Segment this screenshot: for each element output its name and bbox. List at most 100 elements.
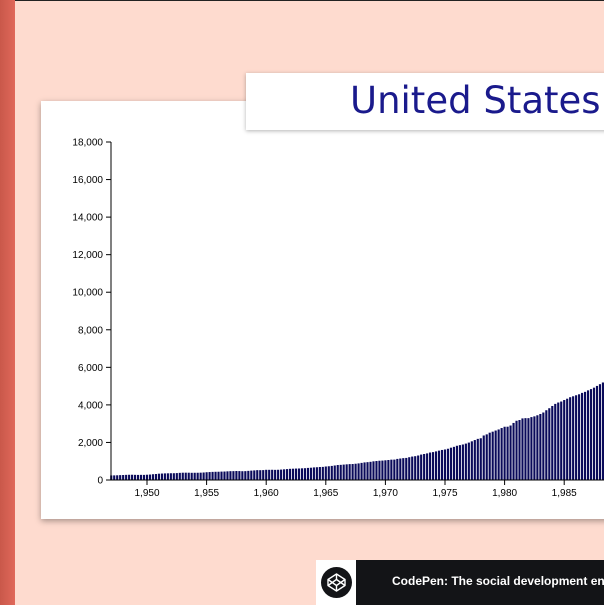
bar[interactable]	[461, 444, 464, 480]
bar[interactable]	[342, 464, 345, 480]
bar[interactable]	[357, 463, 360, 480]
bar[interactable]	[297, 468, 301, 480]
bar[interactable]	[566, 398, 569, 480]
bar[interactable]	[372, 461, 375, 480]
bar[interactable]	[250, 470, 253, 480]
bar[interactable]	[497, 429, 500, 480]
bar[interactable]	[440, 449, 444, 480]
bar[interactable]	[542, 412, 545, 480]
bar[interactable]	[244, 471, 247, 480]
bar[interactable]	[247, 470, 250, 480]
bar[interactable]	[187, 472, 190, 480]
bar[interactable]	[470, 441, 473, 480]
bar[interactable]	[178, 472, 181, 480]
bar[interactable]	[339, 464, 342, 480]
bar[interactable]	[560, 401, 563, 480]
bar[interactable]	[259, 470, 262, 480]
bar[interactable]	[414, 456, 417, 480]
bar[interactable]	[545, 410, 548, 480]
codepen-footer-text[interactable]: CodePen: The social development environm…	[392, 574, 604, 588]
bar[interactable]	[306, 467, 309, 480]
bar[interactable]	[598, 384, 602, 480]
bar[interactable]	[238, 471, 241, 480]
bar[interactable]	[506, 426, 509, 480]
bar[interactable]	[417, 455, 420, 481]
bar[interactable]	[554, 403, 557, 480]
bar[interactable]	[157, 473, 160, 480]
bar[interactable]	[169, 473, 172, 480]
bar[interactable]	[202, 472, 205, 480]
bar[interactable]	[586, 390, 590, 480]
bar[interactable]	[503, 426, 506, 480]
bar[interactable]	[378, 460, 381, 480]
bar[interactable]	[402, 458, 405, 480]
bar[interactable]	[384, 460, 387, 480]
bar[interactable]	[330, 465, 333, 480]
bar[interactable]	[288, 468, 292, 480]
bar[interactable]	[283, 469, 286, 480]
bar[interactable]	[291, 468, 295, 480]
bar[interactable]	[345, 464, 348, 480]
bar[interactable]	[423, 453, 426, 480]
bar[interactable]	[509, 425, 512, 480]
bar[interactable]	[539, 414, 542, 480]
bar[interactable]	[268, 469, 271, 480]
bar[interactable]	[521, 418, 524, 480]
bar[interactable]	[232, 471, 235, 480]
bar[interactable]	[488, 432, 491, 480]
bar[interactable]	[449, 447, 453, 480]
bar[interactable]	[154, 474, 158, 480]
bar[interactable]	[151, 474, 155, 480]
bar[interactable]	[336, 465, 339, 480]
bar[interactable]	[390, 459, 393, 480]
bar[interactable]	[491, 431, 494, 480]
bar[interactable]	[411, 456, 414, 480]
bar[interactable]	[527, 418, 530, 480]
bar[interactable]	[241, 471, 244, 480]
bar[interactable]	[360, 462, 363, 480]
bar[interactable]	[589, 389, 593, 480]
bar[interactable]	[601, 382, 604, 480]
bar[interactable]	[524, 418, 527, 480]
bar[interactable]	[131, 474, 134, 480]
bar[interactable]	[324, 466, 327, 481]
bar[interactable]	[211, 471, 214, 480]
bar[interactable]	[119, 475, 122, 480]
bar[interactable]	[482, 435, 485, 481]
bar[interactable]	[318, 467, 321, 480]
bar[interactable]	[512, 422, 515, 480]
bar[interactable]	[473, 440, 476, 480]
bar[interactable]	[113, 475, 116, 480]
bar[interactable]	[458, 445, 461, 480]
bar[interactable]	[136, 474, 140, 480]
bar[interactable]	[420, 454, 423, 480]
bar[interactable]	[175, 473, 178, 480]
bar[interactable]	[280, 469, 283, 480]
bar[interactable]	[134, 474, 137, 480]
bar[interactable]	[393, 459, 396, 480]
bar[interactable]	[467, 442, 470, 480]
bar[interactable]	[193, 472, 196, 480]
bar[interactable]	[578, 394, 581, 480]
bar[interactable]	[494, 430, 497, 480]
bar[interactable]	[160, 473, 163, 480]
bar[interactable]	[396, 458, 399, 480]
bar[interactable]	[569, 397, 572, 480]
bar[interactable]	[375, 461, 378, 480]
bar[interactable]	[128, 474, 131, 480]
bar[interactable]	[271, 469, 274, 480]
bar[interactable]	[223, 471, 226, 480]
bar[interactable]	[387, 460, 390, 480]
bar[interactable]	[432, 452, 435, 480]
bar[interactable]	[327, 466, 330, 480]
bar[interactable]	[321, 466, 324, 480]
bar[interactable]	[351, 464, 354, 480]
bar[interactable]	[426, 453, 429, 480]
bar[interactable]	[443, 449, 447, 480]
bar[interactable]	[235, 471, 238, 480]
bar[interactable]	[148, 474, 152, 480]
bar[interactable]	[312, 467, 315, 480]
bar[interactable]	[515, 420, 518, 480]
bar[interactable]	[253, 470, 256, 480]
bar[interactable]	[333, 465, 336, 480]
